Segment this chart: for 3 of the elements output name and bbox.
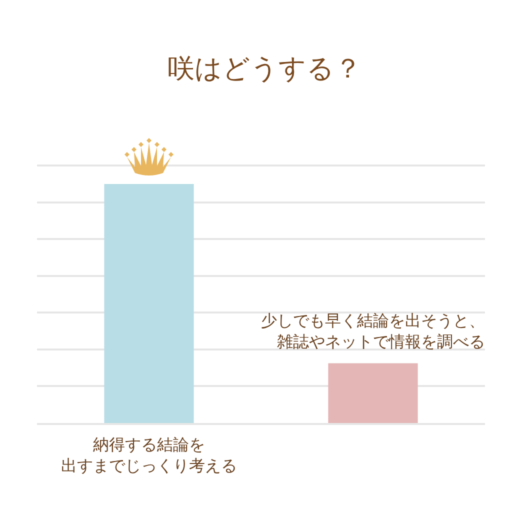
x-tick-label: 納得する結論を出すまでじっくり考える <box>61 435 237 475</box>
x-tick-label: 少しでも早く結論を出そうと、雑誌やネットで情報を調べる <box>261 311 485 351</box>
chart-title: 咲はどうする？ <box>168 53 362 84</box>
